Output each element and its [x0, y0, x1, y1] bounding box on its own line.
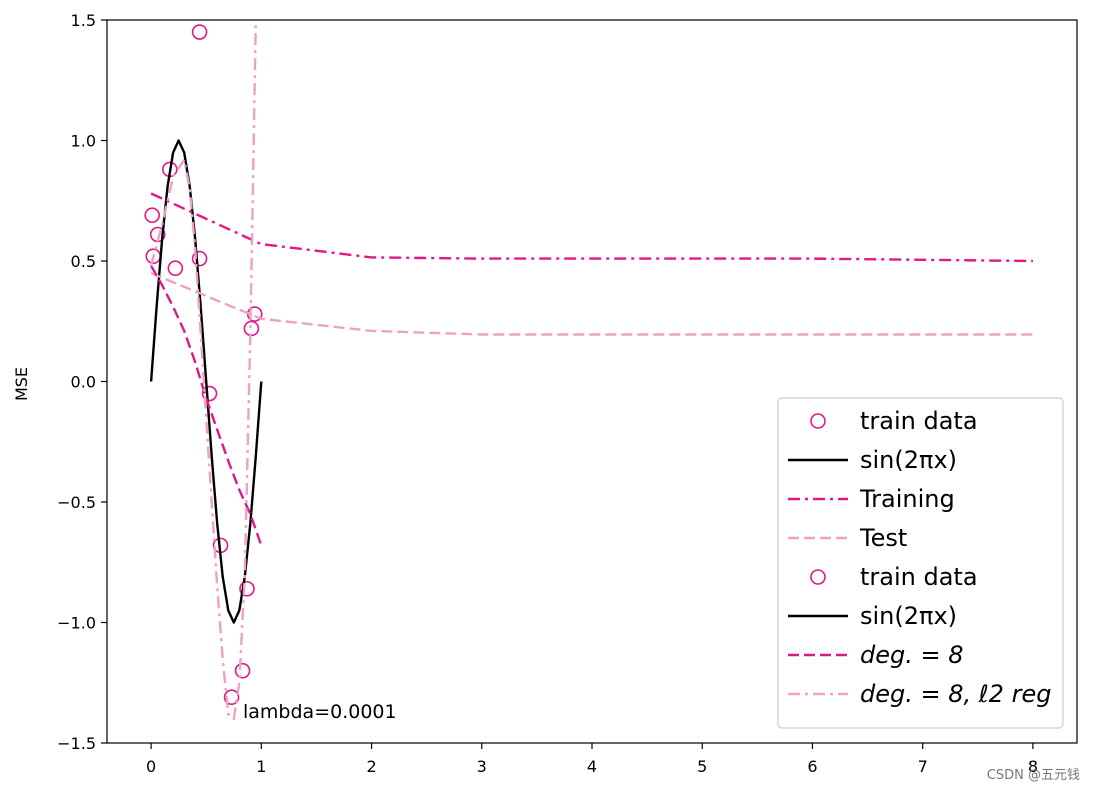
- y-tick-label: 0.0: [71, 373, 96, 392]
- plot-area: [144, 20, 1033, 721]
- x-tick-label: 8: [1028, 757, 1038, 776]
- watermark: CSDN @五元钱: [987, 768, 1080, 783]
- legend-label: deg. = 8: [860, 641, 964, 669]
- x-tick-label: 6: [807, 757, 817, 776]
- axis-ticks: 0 1 2 3 4 5 6 7 8 −1.5 −1.0 −0.5 0.0 0.5 1.0 1.5: [57, 11, 1038, 776]
- legend-label: train data: [860, 407, 978, 435]
- legend-label: sin(2πx): [860, 446, 957, 474]
- series-4-line: [150, 265, 263, 546]
- y-tick-label: −1.5: [57, 734, 96, 753]
- train-data-point: [167, 260, 184, 277]
- y-tick-label: 1.5: [71, 11, 96, 30]
- legend: train data sin(2πx) Training Test train data…: [777, 397, 1064, 729]
- legend-label: train data: [860, 563, 978, 591]
- legend-label: Test: [859, 524, 907, 552]
- series-3-line: [150, 271, 1033, 336]
- legend-label: sin(2πx): [860, 602, 957, 630]
- lambda-annotation: lambda=0.0001: [243, 701, 397, 723]
- x-tick-label: 7: [918, 757, 928, 776]
- y-axis-label: MSE: [12, 367, 31, 401]
- x-tick-label: 0: [146, 757, 156, 776]
- series-2-line: [150, 192, 1033, 263]
- x-tick-label: 4: [587, 757, 597, 776]
- train-data-point: [239, 580, 255, 597]
- y-tick-label: 1.0: [71, 132, 96, 151]
- series-5-line: [149, 20, 257, 721]
- x-tick-label: 3: [477, 757, 487, 776]
- train-data-point: [191, 24, 208, 40]
- train-data-point: [201, 385, 218, 402]
- train-data-point: [191, 250, 208, 267]
- y-tick-label: −0.5: [57, 493, 96, 512]
- legend-marker: [810, 413, 826, 429]
- legend-box: [777, 397, 1064, 729]
- legend-marker: [810, 569, 826, 585]
- train-data-point: [234, 662, 251, 679]
- train-data-point: [223, 689, 240, 706]
- y-tick-label: −1.0: [57, 614, 96, 633]
- y-tick-label: 0.5: [71, 252, 96, 271]
- x-tick-label: 2: [366, 757, 376, 776]
- x-tick-label: 1: [256, 757, 266, 776]
- legend-label: Training: [859, 485, 955, 513]
- x-tick-label: 5: [697, 757, 707, 776]
- legend-label: deg. = 8, ℓ2 reg: [860, 680, 1051, 708]
- train-data-point: [144, 207, 160, 224]
